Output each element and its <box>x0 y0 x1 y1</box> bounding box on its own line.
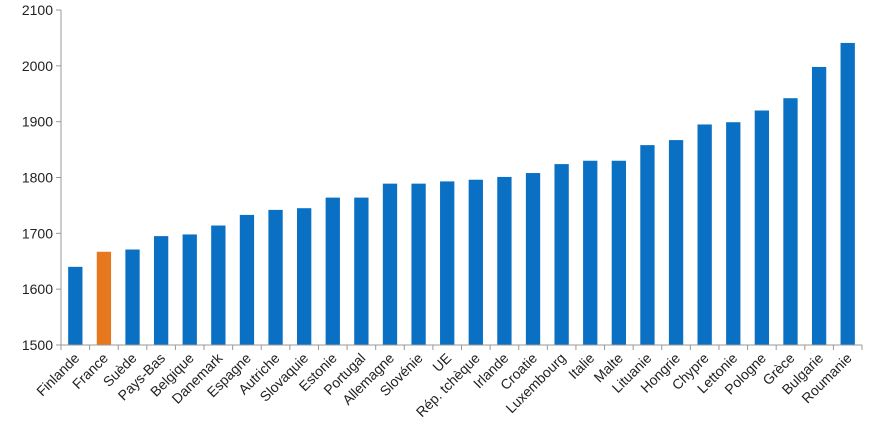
y-tick-label: 1900 <box>22 114 53 130</box>
bar <box>382 183 398 345</box>
bar <box>554 164 569 345</box>
bar <box>468 179 483 345</box>
y-tick-label: 1500 <box>22 337 53 353</box>
axes <box>56 9 863 350</box>
bar <box>726 122 741 345</box>
y-tick-label: 2000 <box>22 58 53 74</box>
bar <box>497 176 512 345</box>
bar <box>325 197 340 345</box>
bar <box>783 98 798 345</box>
bar <box>68 266 83 345</box>
bar <box>440 181 455 345</box>
y-tick-label: 1700 <box>22 225 53 241</box>
bar <box>811 66 827 345</box>
bar <box>525 173 541 345</box>
bar <box>125 249 140 345</box>
bar <box>96 251 112 345</box>
bar <box>239 214 255 345</box>
bar <box>153 236 169 345</box>
bar <box>297 208 312 345</box>
x-axis-labels: FinlandeFranceSuèdePays-BasBelgiqueDanem… <box>33 349 855 420</box>
bar <box>611 160 626 345</box>
bar <box>840 42 855 346</box>
y-tick-label: 1800 <box>22 170 53 186</box>
bar <box>640 145 655 345</box>
bar <box>583 160 598 345</box>
y-tick-label: 2100 <box>22 2 53 18</box>
bar <box>182 234 197 345</box>
bar <box>668 140 684 345</box>
bar <box>211 225 226 345</box>
bar <box>754 110 770 345</box>
bars <box>68 42 855 346</box>
bar <box>354 197 369 345</box>
y-axis-ticks: 1500 1600 1700 1800 1900 2000 2100 <box>22 2 53 353</box>
y-tick-label: 1600 <box>22 281 53 297</box>
bar <box>268 209 283 345</box>
bar <box>697 124 712 345</box>
bar <box>411 183 426 345</box>
